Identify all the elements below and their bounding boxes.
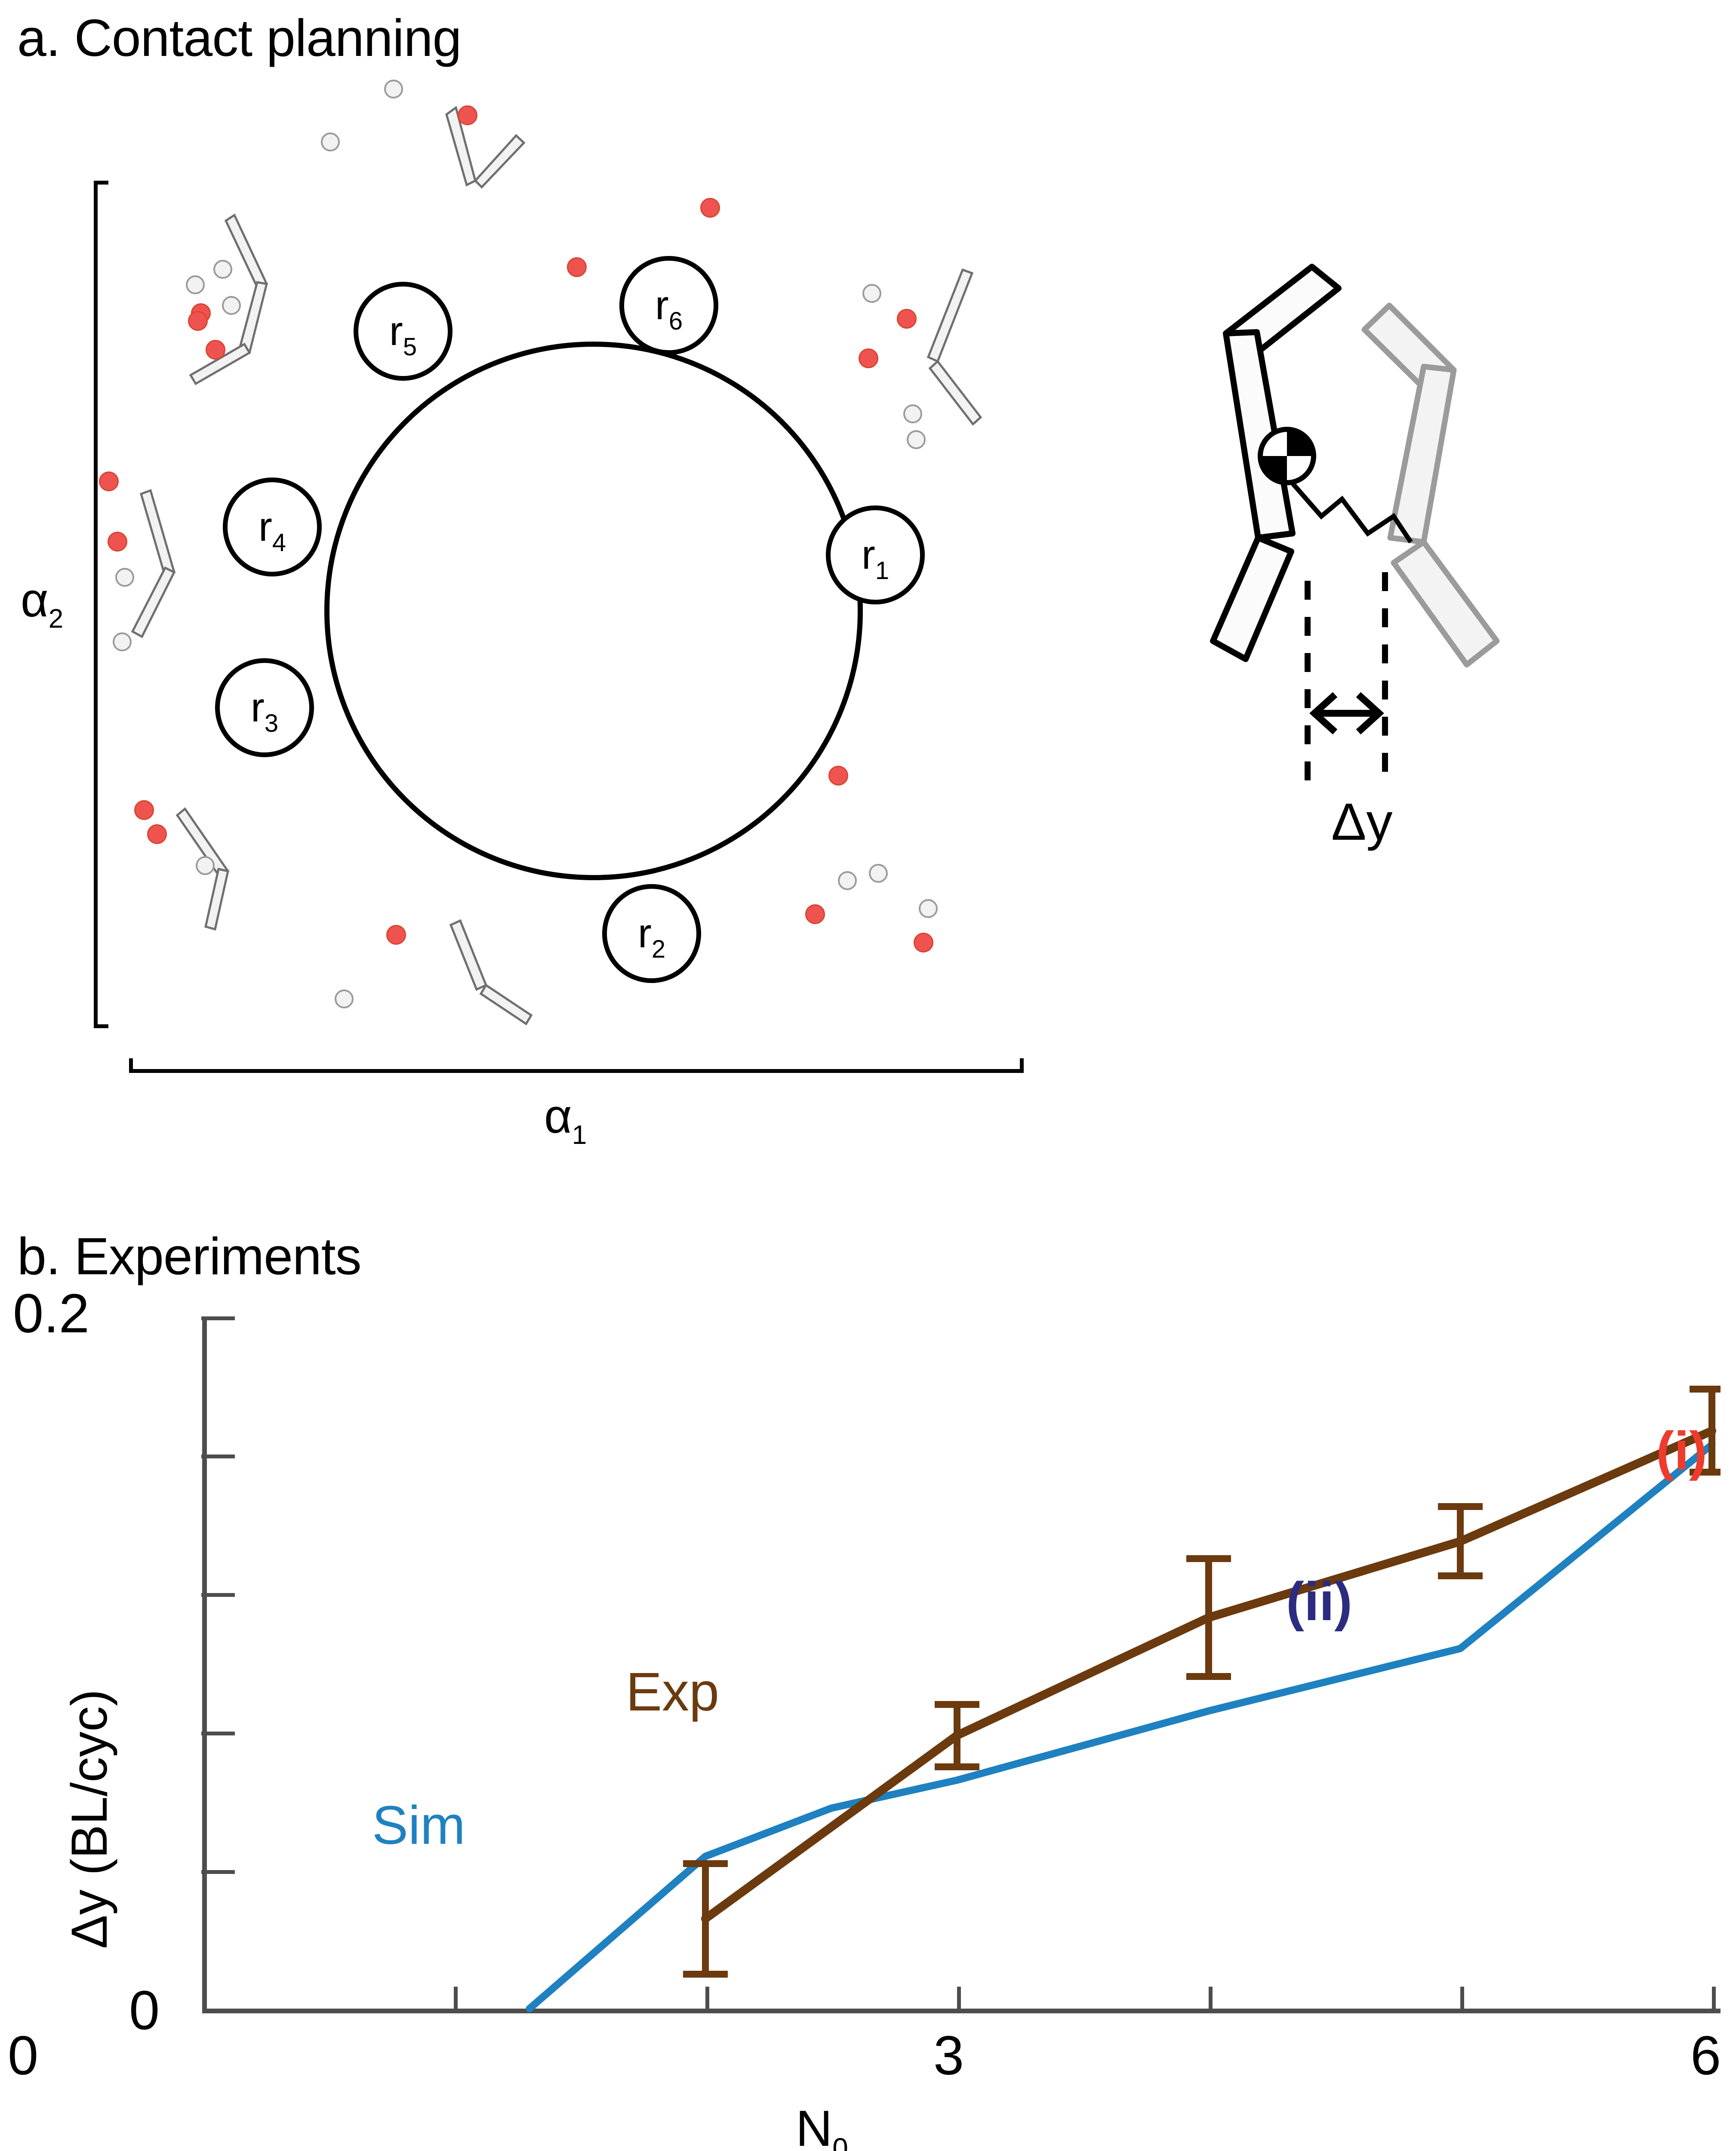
lifted-dot — [919, 899, 938, 918]
cycle-node-r3[interactable]: r3 — [215, 658, 314, 757]
panel-b-title: b. Experiments — [17, 1227, 362, 1285]
experiments-chart: Sim Exp (ii) (i) — [201, 1316, 1721, 2013]
cycle-node-r6-label: r6 — [655, 282, 683, 335]
panel-a-x-axis-bracket — [129, 1058, 1024, 1073]
contact-dot — [859, 348, 878, 368]
contact-dot — [147, 824, 167, 844]
cycle-node-r1[interactable]: r1 — [826, 505, 925, 604]
y-axis-tick-label-min: 0 — [129, 1980, 160, 2041]
x-tick — [705, 1987, 709, 2013]
contact-dot — [805, 904, 825, 924]
contact-dot — [828, 766, 848, 786]
lifted-dot — [113, 632, 132, 651]
contact-dot — [700, 198, 720, 218]
alpha1-subscript: 1 — [572, 1120, 587, 1150]
cycle-node-r4-label: r4 — [258, 504, 286, 557]
y-tick — [201, 1870, 235, 1874]
contact-dot — [914, 933, 933, 952]
alpha2-subscript: 2 — [48, 604, 64, 634]
panel-a: a. Contact planning α2 α1 r1 r2 r3 r4 r5… — [17, 9, 1500, 1150]
contact-dot — [99, 471, 119, 491]
lifted-dot — [838, 871, 857, 890]
panel-a-y-axis-bracket — [94, 181, 108, 1028]
lifted-dot — [213, 260, 232, 279]
lifted-dot — [907, 430, 926, 449]
cycle-node-r5[interactable]: r5 — [354, 282, 452, 381]
contact-cycle-graph — [324, 342, 863, 880]
lifted-dot — [196, 856, 215, 875]
x-tick — [1712, 1987, 1716, 2013]
cycle-shape-glyphs — [131, 105, 982, 1026]
lifted-dot — [862, 284, 881, 303]
alpha2-symbol: α — [21, 573, 49, 627]
x-axis-tick-label-6: 6 — [1690, 2025, 1721, 2086]
lifted-dot — [115, 568, 134, 587]
cycle-node-r4[interactable]: r4 — [223, 478, 322, 576]
series-label-exp: Exp — [626, 1661, 720, 1722]
x-axis-tick-label-0: 0 — [8, 2025, 39, 2086]
contact-dot — [567, 257, 587, 277]
series-sim-line — [526, 1441, 1716, 2012]
lifted-dot — [384, 80, 403, 99]
displacement-inset — [1210, 264, 1500, 787]
cycle-node-r2-label: r2 — [637, 910, 666, 963]
chart-annotation-ii: (ii) — [1286, 1571, 1352, 1632]
contact-dot — [897, 309, 917, 329]
x-tick — [1460, 1987, 1464, 2013]
contact-dot — [188, 311, 208, 331]
y-tick — [201, 1455, 235, 1458]
y-tick — [201, 1732, 235, 1735]
panel-a-x-axis-label: α1 — [544, 1088, 587, 1150]
lifted-dot — [869, 864, 888, 883]
lifted-dot — [321, 133, 340, 151]
chart-series-canvas — [526, 1386, 1721, 2012]
contact-dot — [458, 105, 477, 125]
cycle-node-r5-label: r5 — [389, 308, 417, 361]
contact-dot — [134, 800, 154, 820]
cycle-node-r1-label: r1 — [861, 532, 890, 585]
lifted-dot — [222, 296, 241, 315]
contact-dot — [386, 925, 406, 945]
lifted-dot — [903, 404, 922, 423]
cycle-node-r2[interactable]: r2 — [602, 884, 701, 983]
cycle-node-r6[interactable]: r6 — [619, 256, 718, 355]
y-axis-tick-label-max: 0.2 — [13, 1283, 89, 1344]
chart-x-axis — [202, 2009, 1721, 2013]
panel-a-title: a. Contact planning — [17, 9, 462, 67]
x-axis-title: N0 — [796, 2100, 848, 2151]
chart-annotation-i: (i) — [1656, 1421, 1707, 1481]
y-axis-title: Δy (BL/cyc) — [61, 1689, 118, 1949]
y-tick — [201, 1316, 235, 1320]
x-tick — [957, 1987, 961, 2013]
x-axis-tick-label-3: 3 — [933, 2025, 964, 2086]
x-tick — [454, 1987, 458, 2013]
lifted-dot — [335, 989, 354, 1008]
contact-dot — [206, 340, 225, 360]
series-label-sim: Sim — [372, 1795, 465, 1855]
contact-dot — [108, 532, 127, 552]
x-tick — [1209, 1987, 1213, 2013]
chart-y-axis — [202, 1316, 207, 2013]
panel-a-displacement-label: Δy — [1331, 792, 1393, 851]
panel-a-y-axis-label: α2 — [21, 572, 63, 634]
cycle-node-r3-label: r3 — [250, 684, 279, 737]
alpha1-symbol: α — [544, 1089, 572, 1143]
y-tick — [201, 1593, 235, 1597]
lifted-dot — [186, 275, 205, 294]
series-exp-errorbars — [683, 1386, 1721, 1978]
